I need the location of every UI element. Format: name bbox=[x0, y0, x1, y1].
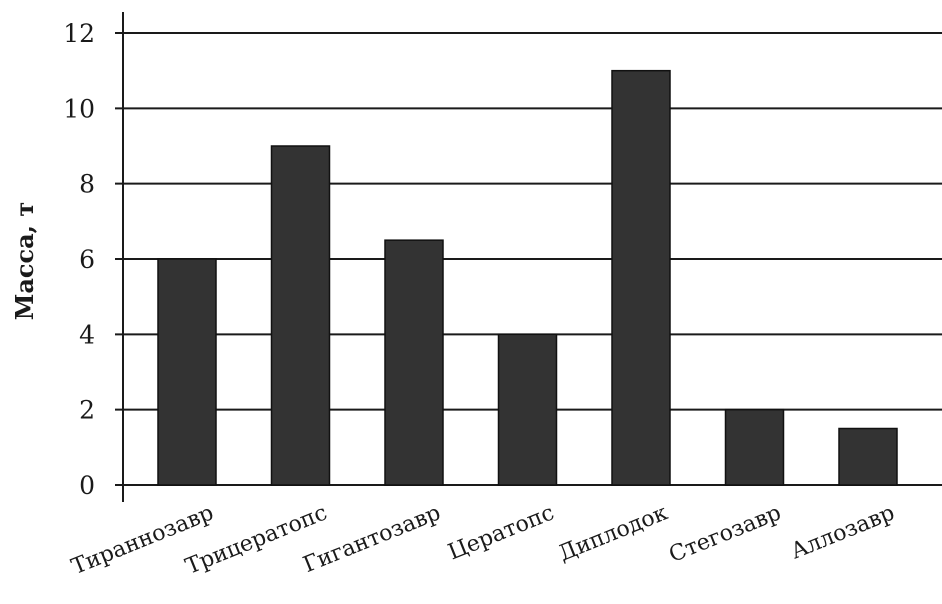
y-axis-title: Масса, т bbox=[10, 202, 39, 320]
y-tick-label: 12 bbox=[63, 19, 95, 48]
bars bbox=[157, 69, 898, 486]
y-tick-label: 0 bbox=[79, 471, 95, 500]
x-category-label: Цератопс bbox=[445, 500, 558, 565]
y-tick-label: 2 bbox=[79, 396, 95, 425]
x-category-label: Стегозавр bbox=[666, 500, 785, 568]
y-tick-label: 10 bbox=[63, 94, 95, 123]
x-category-label: Аллозавр bbox=[787, 500, 898, 564]
y-tick-label: 6 bbox=[79, 245, 95, 274]
bar bbox=[611, 69, 671, 486]
bar bbox=[497, 333, 558, 486]
bar bbox=[724, 408, 785, 486]
x-category-label: Диплодок bbox=[555, 500, 671, 566]
bar bbox=[384, 239, 444, 486]
bar bbox=[838, 427, 898, 486]
y-tick-label: 4 bbox=[79, 320, 95, 349]
bar bbox=[157, 258, 217, 486]
bar bbox=[270, 145, 331, 486]
y-tick-label: 8 bbox=[79, 170, 95, 199]
y-tick-labels: 0 2 4 6 8 10 12 bbox=[63, 19, 95, 500]
